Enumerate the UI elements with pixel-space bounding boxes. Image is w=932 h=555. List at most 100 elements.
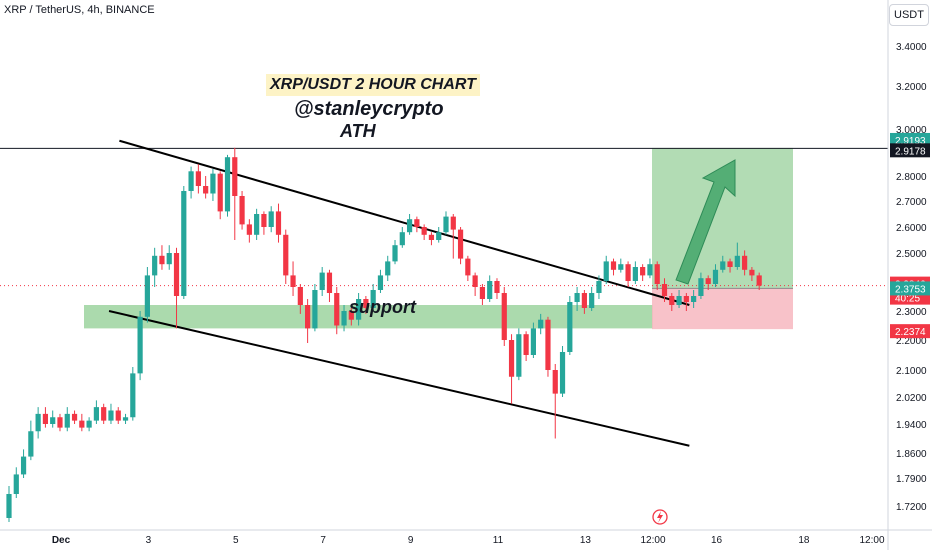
candle-body	[523, 334, 529, 355]
candle-body	[414, 219, 420, 227]
candle-body	[436, 232, 442, 240]
candle-body	[385, 261, 391, 276]
candle	[130, 367, 136, 421]
candle	[42, 407, 49, 428]
candle	[392, 240, 398, 265]
candle	[567, 296, 573, 355]
x-tick-label: 9	[408, 535, 414, 546]
candle	[64, 407, 70, 432]
candle	[610, 258, 617, 276]
currency-unit-button[interactable]: USDT	[889, 4, 929, 26]
candle	[698, 272, 704, 299]
y-tick-label: 1.9400	[896, 420, 927, 431]
candle	[742, 250, 748, 276]
candle	[312, 284, 318, 332]
candle	[443, 211, 449, 235]
candle	[603, 255, 609, 284]
candle-body	[406, 219, 413, 233]
candle-body	[603, 261, 609, 281]
candle-body	[683, 296, 689, 302]
candle	[181, 186, 187, 299]
candle	[71, 410, 78, 424]
candle	[203, 176, 209, 199]
candle-body	[399, 232, 405, 246]
candle	[574, 287, 580, 311]
trendline-lower	[108, 310, 690, 447]
lightning-icon	[652, 509, 668, 525]
candle-body	[421, 227, 427, 235]
candle	[705, 275, 711, 290]
candle	[254, 208, 260, 240]
candle	[232, 147, 238, 240]
candle-body	[195, 171, 201, 186]
candle-body	[720, 261, 726, 270]
symbol-label: XRP / TetherUS, 4h, BINANCE	[4, 4, 155, 16]
support-zone	[84, 305, 653, 329]
candle	[93, 400, 99, 424]
candle-body	[370, 290, 376, 308]
y-tick-label: 2.5000	[896, 249, 927, 260]
stop-zone	[652, 288, 793, 330]
candle	[450, 214, 456, 259]
candle	[268, 206, 274, 233]
candle	[297, 284, 303, 314]
candle-body	[742, 255, 748, 270]
candle	[428, 232, 435, 246]
candle	[28, 420, 34, 461]
candle	[596, 275, 602, 299]
candle	[239, 191, 245, 230]
candle-body	[348, 311, 354, 320]
y-tick-label: 1.7900	[896, 474, 927, 485]
y-tick-label: 2.8000	[896, 172, 927, 183]
candle-body	[115, 410, 121, 421]
candle-body	[479, 287, 486, 299]
candle	[501, 287, 507, 346]
candle-body	[152, 255, 158, 276]
candle-body	[457, 229, 464, 259]
candle-body	[268, 211, 274, 227]
candle-body	[246, 224, 252, 235]
candle-body	[20, 456, 27, 475]
x-tick-label: 11	[493, 535, 504, 546]
candle	[50, 410, 56, 428]
candle-body	[130, 373, 136, 418]
candle	[676, 290, 682, 308]
candle-body	[654, 264, 660, 284]
candle	[108, 403, 114, 424]
candle-body	[749, 269, 755, 276]
candle-body	[6, 494, 12, 518]
x-tick-label: 12:00	[859, 535, 884, 546]
candle-body	[552, 370, 558, 394]
candle	[173, 247, 180, 329]
x-tick-label: 12:00	[640, 535, 665, 546]
candle	[356, 293, 362, 326]
candle-body	[122, 417, 129, 421]
candle	[523, 331, 529, 361]
candle-body	[334, 293, 340, 326]
candle-body	[450, 216, 456, 230]
y-tick-label: 2.1000	[896, 366, 927, 377]
candle-body	[487, 281, 493, 299]
candle-body	[698, 278, 704, 296]
candle-body	[35, 413, 41, 432]
candle-body	[734, 255, 740, 267]
candle-body	[661, 284, 668, 296]
support-annotation: support	[349, 297, 416, 317]
y-tick-label: 3.4000	[896, 42, 927, 53]
candle	[246, 219, 252, 243]
candle	[363, 296, 369, 314]
candle-body	[377, 275, 384, 290]
candle-body	[42, 413, 49, 424]
candle	[508, 334, 515, 404]
candle-body	[79, 420, 85, 428]
candle-body	[545, 319, 551, 370]
candle-body	[64, 413, 70, 428]
candle-body	[239, 196, 245, 225]
y-tick-label: 1.7200	[896, 502, 927, 513]
price-badge-label: 40:25	[895, 294, 920, 305]
candle	[144, 267, 150, 323]
candle	[6, 486, 12, 522]
candle-body	[363, 299, 369, 308]
